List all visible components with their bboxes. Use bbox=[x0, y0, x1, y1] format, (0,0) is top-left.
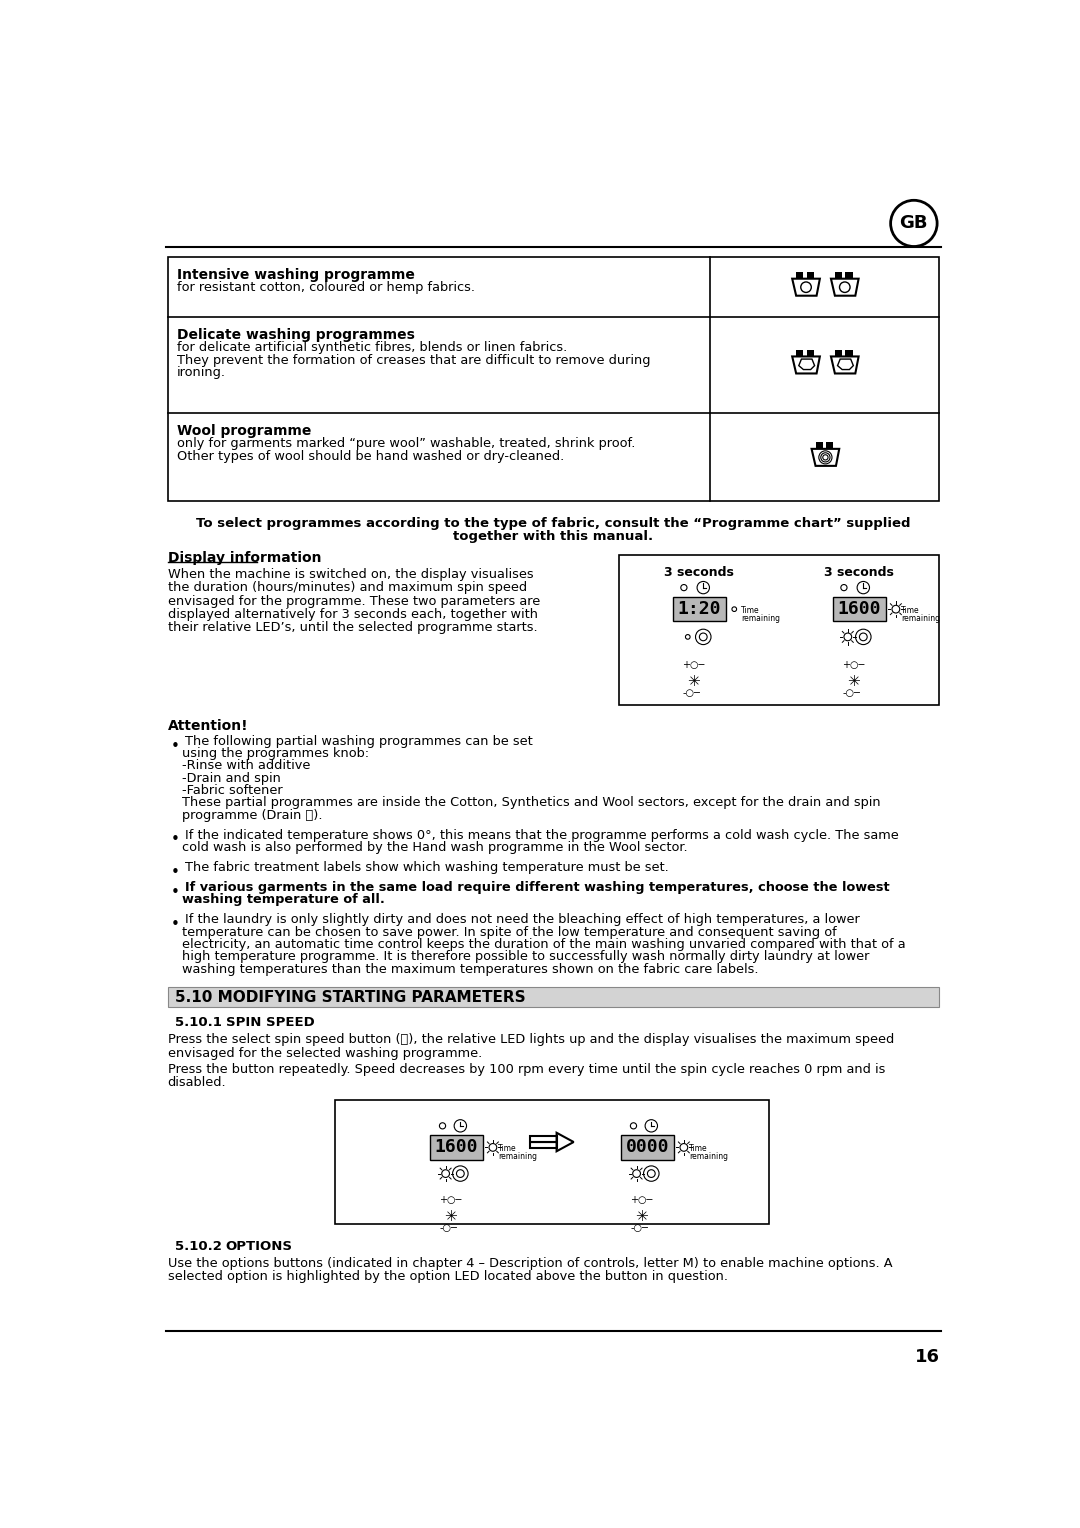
Bar bbox=[835, 350, 842, 356]
Text: washing temperature of all.: washing temperature of all. bbox=[181, 894, 384, 906]
Text: remaining: remaining bbox=[741, 614, 780, 623]
Text: +○─: +○─ bbox=[631, 1195, 652, 1206]
Bar bbox=[846, 272, 853, 278]
Text: •: • bbox=[171, 917, 179, 932]
Text: for resistant cotton, coloured or hemp fabrics.: for resistant cotton, coloured or hemp f… bbox=[177, 281, 475, 295]
Text: ironing.: ironing. bbox=[177, 365, 226, 379]
Text: OPTIONS: OPTIONS bbox=[226, 1239, 293, 1253]
Text: disabled.: disabled. bbox=[167, 1076, 226, 1089]
Bar bbox=[796, 350, 804, 356]
Text: 5.10.2: 5.10.2 bbox=[175, 1239, 222, 1253]
Text: cold wash is also performed by the Hand wash programme in the Wool sector.: cold wash is also performed by the Hand … bbox=[181, 840, 687, 854]
Text: They prevent the formation of creases that are difficult to remove during: They prevent the formation of creases th… bbox=[177, 353, 650, 367]
Bar bbox=[846, 350, 853, 356]
Text: electricity, an automatic time control keeps the duration of the main washing un: electricity, an automatic time control k… bbox=[181, 938, 905, 950]
Bar bbox=[530, 1135, 556, 1148]
Text: ✳: ✳ bbox=[687, 674, 700, 689]
Text: selected option is highlighted by the option LED located above the button in que: selected option is highlighted by the op… bbox=[167, 1270, 728, 1284]
Text: If various garments in the same load require different washing temperatures, cho: If various garments in the same load req… bbox=[185, 882, 889, 894]
Text: envisaged for the programme. These two parameters are: envisaged for the programme. These two p… bbox=[167, 594, 540, 608]
Text: Press the select spin speed button (Ⓢ), the relative LED lights up and the displ: Press the select spin speed button (Ⓢ), … bbox=[167, 1033, 894, 1047]
Bar bbox=[815, 442, 823, 449]
Text: Time: Time bbox=[902, 607, 920, 616]
Text: only for garments marked “pure wool” washable, treated, shrink proof.: only for garments marked “pure wool” was… bbox=[177, 437, 635, 451]
Text: +○─: +○─ bbox=[842, 660, 865, 669]
Text: -○─: -○─ bbox=[440, 1222, 457, 1233]
Text: 16: 16 bbox=[915, 1348, 940, 1366]
Text: Display information: Display information bbox=[167, 552, 321, 565]
Text: Time: Time bbox=[498, 1144, 517, 1154]
Text: envisaged for the selected washing programme.: envisaged for the selected washing progr… bbox=[167, 1047, 482, 1059]
Text: 0000: 0000 bbox=[625, 1138, 670, 1157]
Text: •: • bbox=[171, 885, 179, 900]
Text: together with this manual.: together with this manual. bbox=[454, 530, 653, 542]
Text: remaining: remaining bbox=[689, 1152, 728, 1161]
Text: 1600: 1600 bbox=[435, 1138, 478, 1157]
Text: These partial programmes are inside the Cotton, Synthetics and Wool sectors, exc: These partial programmes are inside the … bbox=[181, 796, 880, 810]
Text: 5.10.1: 5.10.1 bbox=[175, 1016, 222, 1030]
Text: If the laundry is only slightly dirty and does not need the bleaching effect of : If the laundry is only slightly dirty an… bbox=[185, 914, 860, 926]
Bar bbox=[167, 987, 940, 1007]
Text: their relative LED’s, until the selected programme starts.: their relative LED’s, until the selected… bbox=[167, 620, 537, 634]
Text: -○─: -○─ bbox=[631, 1222, 648, 1233]
Bar bbox=[619, 555, 940, 706]
Text: for delicate artificial synthetic fibres, blends or linen fabrics.: for delicate artificial synthetic fibres… bbox=[177, 341, 567, 354]
Text: temperature can be chosen to save power. In spite of the low temperature and con: temperature can be chosen to save power.… bbox=[181, 926, 836, 938]
Text: The fabric treatment labels show which washing temperature must be set.: The fabric treatment labels show which w… bbox=[185, 860, 669, 874]
Text: Attention!: Attention! bbox=[167, 720, 248, 733]
Text: programme (Drain Ⓢ).: programme (Drain Ⓢ). bbox=[181, 808, 322, 822]
Text: If the indicated temperature shows 0°, this means that the programme performs a : If the indicated temperature shows 0°, t… bbox=[185, 828, 899, 842]
Text: The following partial washing programmes can be set: The following partial washing programmes… bbox=[185, 735, 532, 747]
Text: Use the options buttons (indicated in chapter 4 – Description of controls, lette: Use the options buttons (indicated in ch… bbox=[167, 1256, 892, 1270]
Text: -Rinse with additive: -Rinse with additive bbox=[181, 759, 310, 772]
Text: •: • bbox=[171, 833, 179, 848]
Text: 1600: 1600 bbox=[838, 601, 881, 619]
Text: -○─: -○─ bbox=[842, 688, 861, 698]
Text: -Fabric softener: -Fabric softener bbox=[181, 784, 282, 798]
Bar bbox=[335, 1100, 769, 1224]
Text: Other types of wool should be hand washed or dry-cleaned.: Other types of wool should be hand washe… bbox=[177, 449, 564, 463]
Text: ✳: ✳ bbox=[847, 674, 860, 689]
Text: the duration (hours/minutes) and maximum spin speed: the duration (hours/minutes) and maximum… bbox=[167, 582, 527, 594]
Text: Press the button repeatedly. Speed decreases by 100 rpm every time until the spi: Press the button repeatedly. Speed decre… bbox=[167, 1062, 885, 1076]
Bar bbox=[807, 272, 814, 278]
Bar bbox=[826, 442, 834, 449]
Text: 1:20: 1:20 bbox=[677, 601, 721, 619]
Text: +○─: +○─ bbox=[440, 1195, 462, 1206]
Text: Wool programme: Wool programme bbox=[177, 425, 311, 439]
Text: 3 seconds: 3 seconds bbox=[824, 565, 894, 579]
Text: 5.10 MODIFYING STARTING PARAMETERS: 5.10 MODIFYING STARTING PARAMETERS bbox=[175, 990, 526, 1005]
Bar bbox=[430, 1135, 483, 1160]
Text: high temperature programme. It is therefore possible to successfully wash normal: high temperature programme. It is theref… bbox=[181, 950, 869, 963]
Text: •: • bbox=[171, 865, 179, 880]
Text: ✳: ✳ bbox=[444, 1209, 457, 1224]
Bar bbox=[621, 1135, 674, 1160]
Text: -○─: -○─ bbox=[683, 688, 700, 698]
Text: Intensive washing programme: Intensive washing programme bbox=[177, 267, 415, 283]
Text: remaining: remaining bbox=[902, 614, 941, 623]
Bar bbox=[807, 350, 814, 356]
Text: Delicate washing programmes: Delicate washing programmes bbox=[177, 329, 415, 342]
Text: To select programmes according to the type of fabric, consult the “Programme cha: To select programmes according to the ty… bbox=[197, 516, 910, 530]
Bar bbox=[835, 272, 842, 278]
Text: Time: Time bbox=[741, 607, 760, 616]
Text: -Drain and spin: -Drain and spin bbox=[181, 772, 281, 785]
Bar bbox=[167, 257, 940, 501]
Bar bbox=[796, 272, 804, 278]
Text: displayed alternatively for 3 seconds each, together with: displayed alternatively for 3 seconds ea… bbox=[167, 608, 538, 620]
Text: remaining: remaining bbox=[498, 1152, 538, 1161]
Text: GB: GB bbox=[900, 214, 928, 232]
Text: +○─: +○─ bbox=[683, 660, 705, 669]
Text: SPIN SPEED: SPIN SPEED bbox=[226, 1016, 314, 1030]
Text: When the machine is switched on, the display visualises: When the machine is switched on, the dis… bbox=[167, 568, 534, 581]
Text: ✳: ✳ bbox=[635, 1209, 648, 1224]
Text: using the programmes knob:: using the programmes knob: bbox=[181, 747, 368, 759]
Bar bbox=[673, 597, 726, 622]
Text: washing temperatures than the maximum temperatures shown on the fabric care labe: washing temperatures than the maximum te… bbox=[181, 963, 758, 975]
Text: •: • bbox=[171, 738, 179, 753]
Text: Time: Time bbox=[689, 1144, 707, 1154]
Bar bbox=[833, 597, 886, 622]
Text: 3 seconds: 3 seconds bbox=[664, 565, 734, 579]
